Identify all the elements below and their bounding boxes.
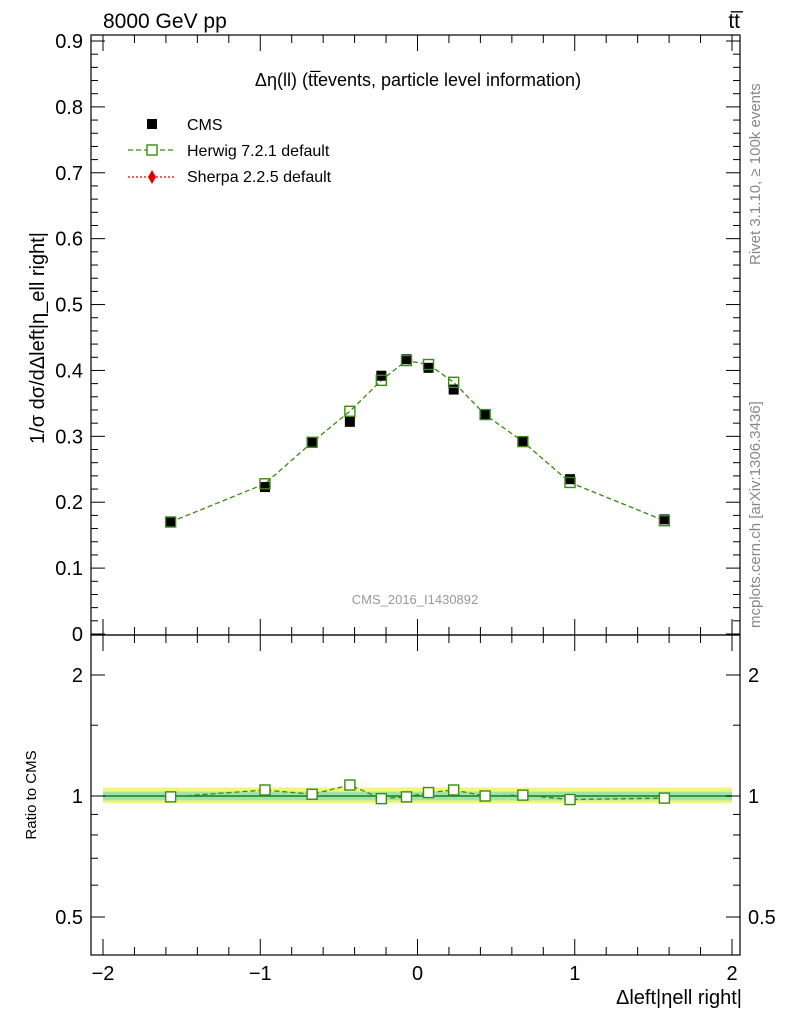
cms-point — [344, 416, 355, 427]
herwig-point — [517, 435, 529, 448]
ratio-herwig-line — [170, 784, 665, 801]
herwig-point — [375, 374, 388, 387]
y-tick-label: 0.4 — [55, 360, 83, 382]
herwig-point — [658, 514, 671, 527]
ratio-herwig-point — [375, 792, 388, 805]
cms-point — [259, 482, 270, 493]
main-panel: Δη(ll) (tt̅events, particle level inform… — [55, 31, 741, 646]
x-tick-label: 2 — [726, 963, 737, 985]
cms-point — [517, 436, 528, 447]
herwig-point — [306, 436, 318, 448]
ratio-y-tick-label-right: 0.5 — [748, 907, 776, 929]
herwig-point — [422, 358, 435, 371]
x-tick-label: −1 — [249, 963, 272, 985]
mcplots-side-label: mcplots.cern.ch [arXiv:1306.3436] — [747, 401, 764, 628]
ratio-y-tick-label: 2 — [72, 665, 83, 687]
herwig-point — [479, 408, 491, 421]
y-tick-label: 0.9 — [55, 31, 83, 53]
y-tick-label: 0.2 — [55, 492, 83, 514]
cms-point — [423, 362, 434, 373]
cms-point — [448, 384, 459, 395]
legend-sherpa-label: Sherpa 2.2.5 default — [187, 169, 332, 186]
ratio-herwig-point — [164, 791, 177, 803]
cms-point — [565, 474, 576, 485]
ratio-herwig-point — [564, 793, 576, 806]
ratio-herwig-point — [517, 789, 529, 801]
y-tick-label: 0.5 — [55, 295, 83, 317]
ratio-herwig-point — [658, 792, 671, 804]
legend-cms-label: CMS — [187, 117, 223, 134]
y-tick-label: 0.8 — [55, 97, 83, 119]
process-label: tt̅ — [728, 10, 744, 33]
herwig-point — [259, 478, 271, 490]
ratio-herwig-point — [422, 786, 435, 799]
herwig-point — [400, 354, 413, 367]
herwig-point — [564, 476, 576, 489]
x-tick-label: −2 — [92, 963, 115, 985]
legend-sherpa-marker — [148, 170, 156, 184]
watermark: CMS_2016_I1430892 — [352, 592, 479, 607]
y-tick-label: 0.1 — [55, 558, 83, 580]
ratio-panel: −2 −1 0 1 2 0.5 0.5 1 1 2 2 — [55, 634, 776, 985]
herwig-point — [344, 405, 356, 417]
ratio-herwig-point — [447, 784, 460, 796]
ratio-y-tick-label: 0.5 — [55, 907, 83, 929]
legend-herwig-marker — [146, 144, 158, 156]
y-tick-label: 0.7 — [55, 163, 83, 185]
ratio-panel-frame — [90, 634, 741, 956]
plot-title: Δη(ll) (tt̅events, particle level inform… — [255, 70, 581, 90]
herwig-point — [447, 376, 460, 389]
ratio-herwig-point — [306, 788, 318, 800]
x-axis-title: Δleft|ηell right| — [616, 987, 742, 1009]
rivet-side-label: Rivet 3.1.10, ≥ 100k events — [747, 83, 764, 265]
cms-point — [659, 514, 670, 525]
y-tick-label: 0.3 — [55, 426, 83, 448]
x-tick-label: 1 — [569, 963, 580, 985]
y-tick-label: 0 — [72, 624, 83, 646]
ratio-herwig-point — [400, 791, 413, 803]
legend-herwig-label: Herwig 7.2.1 default — [187, 143, 330, 160]
y-axis-title-ratio: Ratio to CMS — [23, 750, 40, 839]
ratio-herwig-point — [344, 779, 356, 791]
herwig-point — [164, 516, 177, 528]
ratio-y-tick-label-right: 1 — [748, 786, 759, 808]
y-tick-label: 0.6 — [55, 229, 83, 251]
ratio-herwig-point — [259, 784, 271, 796]
ratio-herwig-point — [479, 790, 491, 802]
ratio-y-tick-label-right: 2 — [748, 665, 759, 687]
energy-label: 8000 GeV pp — [103, 10, 227, 33]
y-axis-title-main: 1/σ dσ/dΔleft|η_ell right| — [27, 232, 49, 444]
cms-point — [480, 409, 491, 420]
cms-point — [165, 516, 176, 527]
ratio-y-tick-label: 1 — [72, 786, 83, 808]
herwig-line — [170, 359, 665, 523]
cms-point — [401, 354, 412, 365]
legend-cms-marker — [147, 119, 157, 129]
x-tick-label: 0 — [412, 963, 423, 985]
legend: CMS Herwig 7.2.1 default Sherpa 2.2.5 de… — [128, 117, 332, 186]
cms-point — [307, 437, 318, 448]
